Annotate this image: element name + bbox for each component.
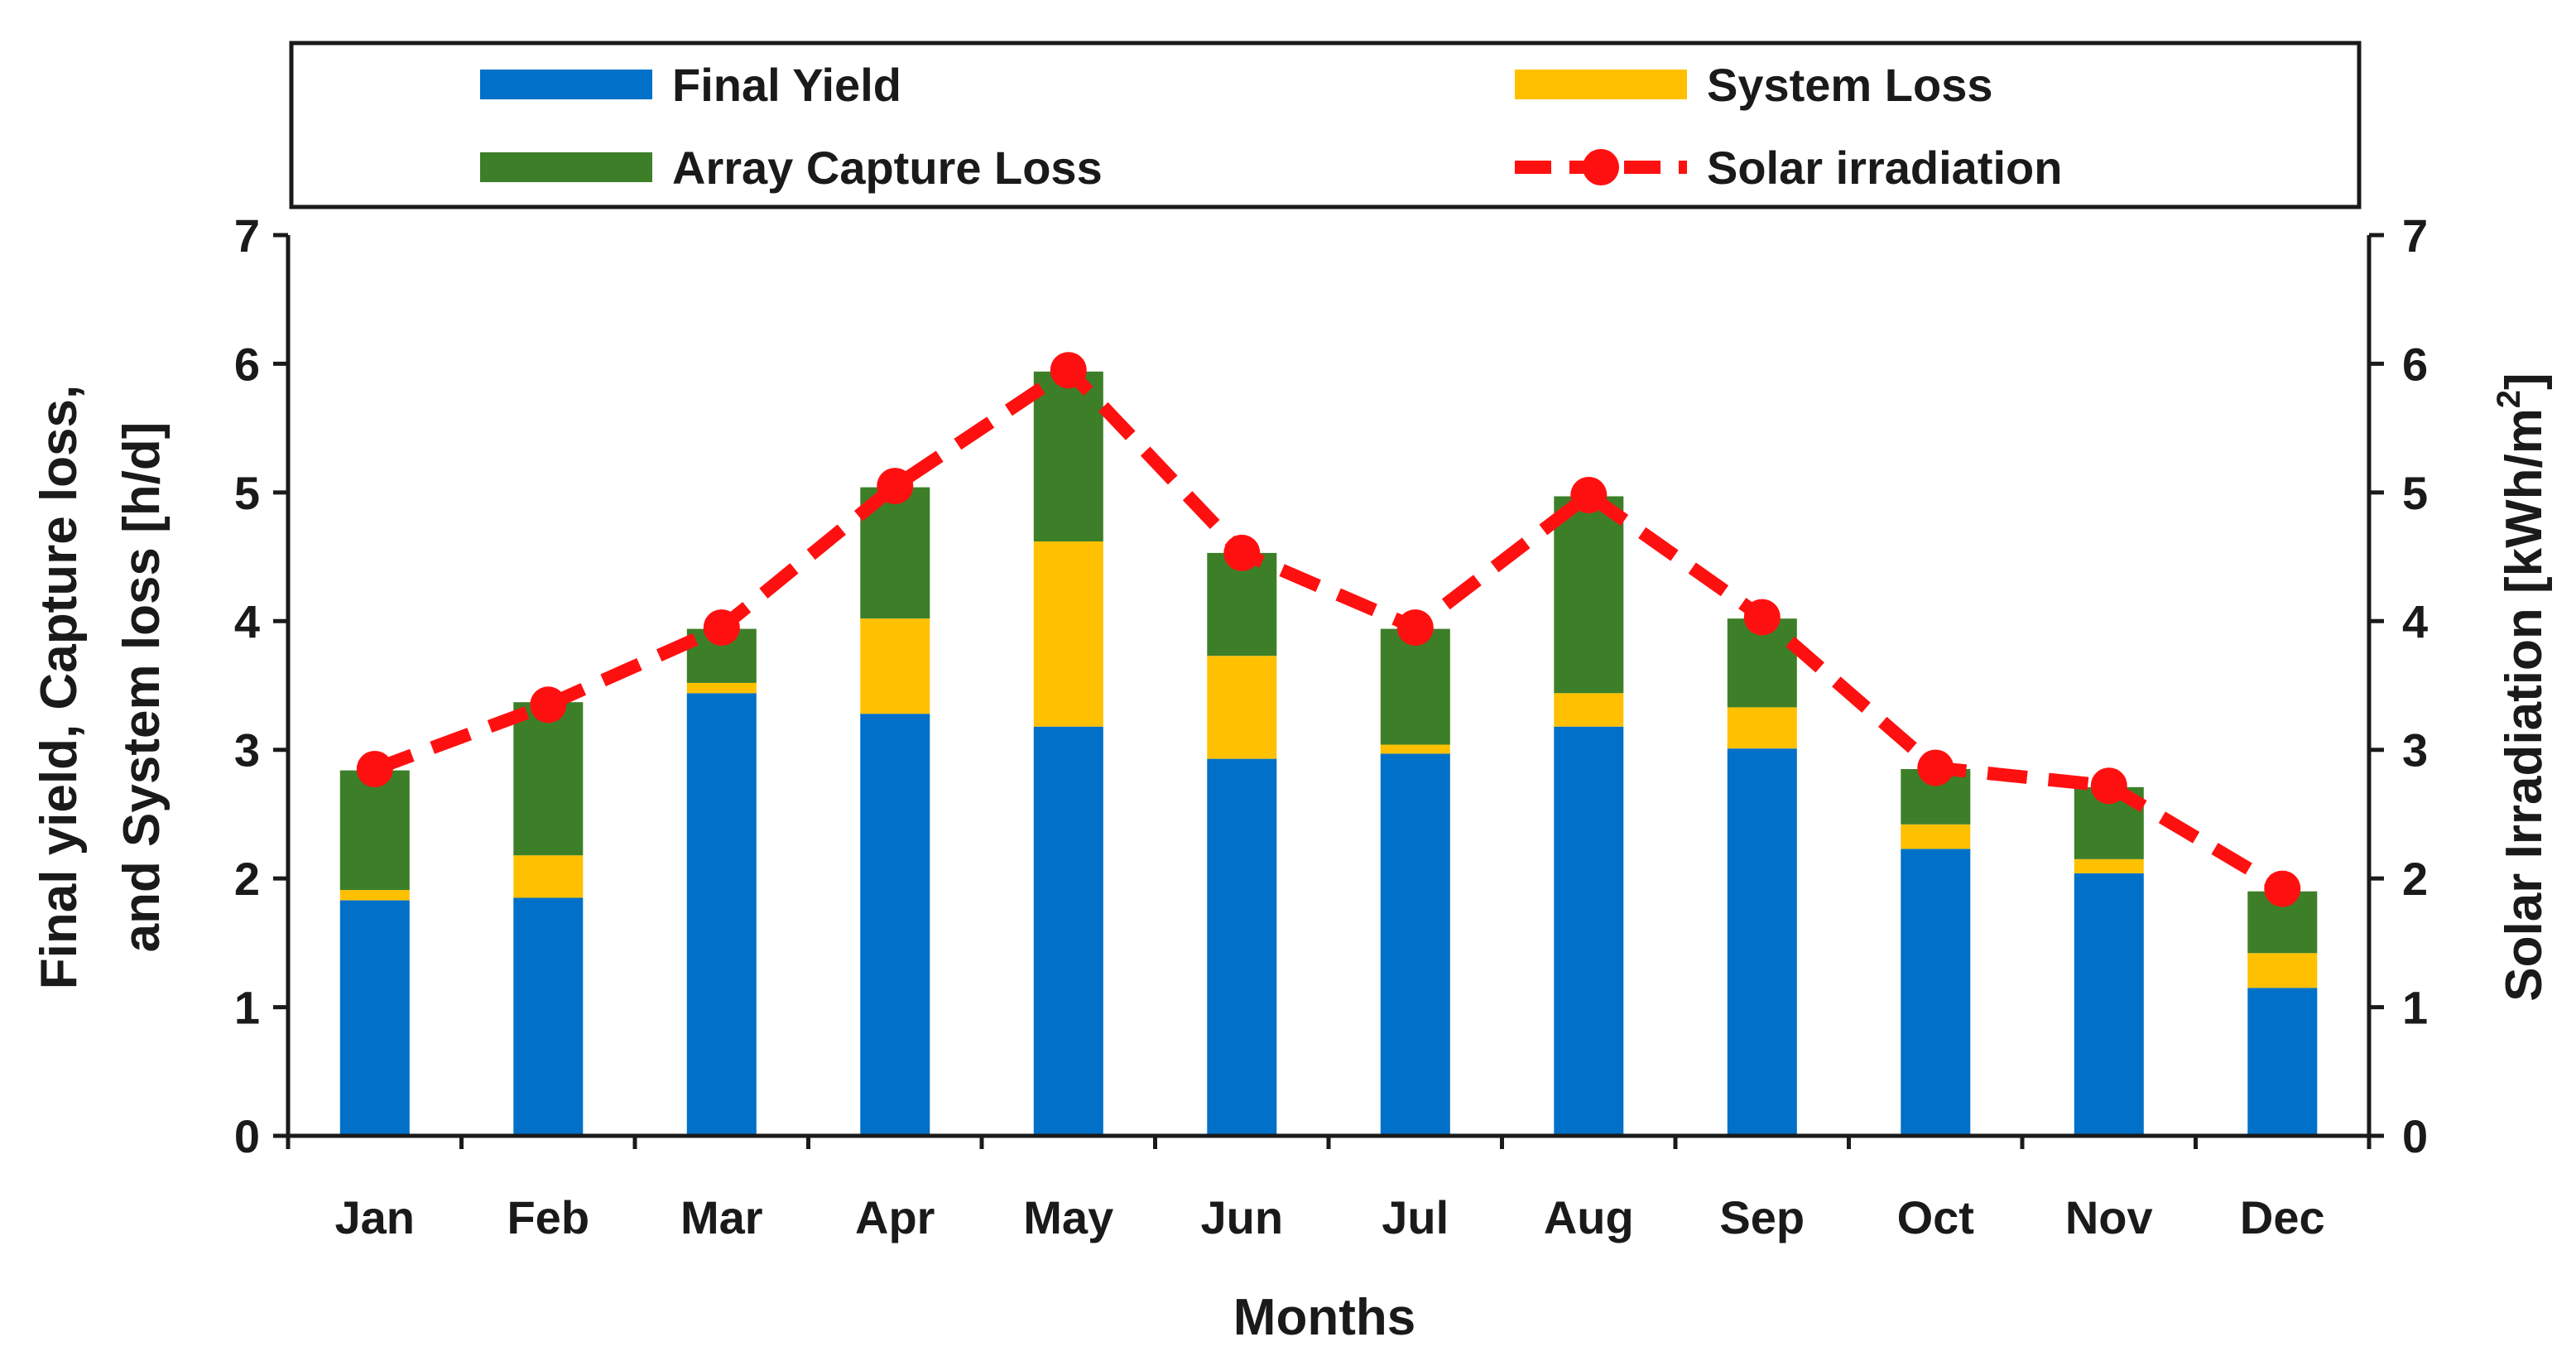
line-layer	[356, 352, 2301, 907]
y-tick-label-3: 3	[234, 724, 260, 777]
point-solar-irradiation-sep	[1743, 599, 1781, 636]
bar-system-loss-aug	[1554, 693, 1624, 727]
point-solar-irradiation-apr	[877, 468, 914, 505]
x-tick-label-mar: Mar	[680, 1191, 763, 1243]
y-tick-label-0: 0	[234, 1110, 260, 1162]
legend-swatch-system-loss	[1515, 70, 1687, 99]
bar-final-yield-dec	[2247, 988, 2318, 1136]
point-solar-irradiation-feb	[530, 686, 567, 724]
bar-array-capture-loss-aug	[1554, 496, 1624, 694]
y2-tick-label-5: 5	[2402, 467, 2428, 519]
legend-label-system-loss: System Loss	[1707, 59, 1993, 111]
line-solar-irradiation	[372, 363, 2286, 895]
bar-system-loss-oct	[1901, 824, 1971, 849]
y2-axis-title: Solar Irradiation [kWh/m2]	[2491, 373, 2553, 1001]
bar-final-yield-apr	[860, 714, 930, 1136]
point-solar-irradiation-dec	[2264, 870, 2301, 907]
bar-final-yield-aug	[1554, 726, 1624, 1136]
point-solar-irradiation-mar	[703, 609, 740, 647]
x-axis-title: Months	[1233, 1289, 1415, 1346]
x-tick-label-feb: Feb	[507, 1191, 589, 1243]
x-tick-label-jun: Jun	[1200, 1191, 1283, 1243]
legend-label-solar-irradiation: Solar irradiation	[1707, 142, 2062, 194]
y2-tick-label-1: 1	[2402, 982, 2428, 1034]
legend-label-array-capture-loss: Array Capture Loss	[672, 142, 1103, 194]
y2-tick-label-0: 0	[2402, 1110, 2428, 1162]
x-tick-label-aug: Aug	[1544, 1191, 1634, 1243]
x-tick-label-may: May	[1023, 1191, 1113, 1243]
bar-system-loss-sep	[1727, 707, 1797, 749]
x-tick-label-apr: Apr	[855, 1191, 935, 1243]
y-tick-label-2: 2	[234, 853, 260, 905]
y-axis-title-line-2: and System loss [h/d]	[113, 422, 171, 953]
ticks-layer: 0 0 1 1 2 2 3 3 4 4 5 5 6 6 7 7 Jan Feb Mar Apr May Jun Jul Aug…	[234, 209, 2428, 1243]
bar-system-loss-may	[1033, 541, 1103, 727]
bar-array-capture-loss-feb	[513, 702, 584, 856]
bar-array-capture-loss-jan	[339, 770, 410, 891]
x-tick-label-jul: Jul	[1382, 1191, 1449, 1243]
bar-system-loss-nov	[2074, 858, 2144, 873]
legend-swatch-array-capture-loss	[480, 152, 652, 182]
y-tick-label-5: 5	[234, 467, 260, 519]
y2-axis-title-close: ]	[2496, 373, 2553, 390]
bar-array-capture-loss-may	[1033, 371, 1103, 541]
legend-swatch-final-yield	[480, 70, 652, 99]
bar-array-capture-loss-jul	[1380, 628, 1450, 745]
y-tick-label-6: 6	[234, 338, 260, 390]
x-tick-label-dec: Dec	[2240, 1191, 2325, 1243]
bar-final-yield-jul	[1380, 753, 1450, 1136]
y2-tick-label-2: 2	[2402, 853, 2428, 905]
bar-final-yield-mar	[686, 693, 757, 1136]
bars-layer	[339, 371, 2318, 1136]
point-solar-irradiation-jul	[1396, 609, 1434, 647]
y2-tick-label-6: 6	[2402, 338, 2428, 390]
bar-final-yield-may	[1033, 726, 1103, 1136]
bar-final-yield-oct	[1901, 849, 1971, 1136]
y2-tick-label-3: 3	[2402, 724, 2428, 777]
point-solar-irradiation-nov	[2090, 767, 2127, 805]
legend: Final Yield System Loss Array Capture Lo…	[289, 41, 2362, 209]
bar-final-yield-jan	[339, 900, 410, 1136]
bar-system-loss-jul	[1380, 744, 1450, 754]
y-tick-label-4: 4	[234, 595, 260, 647]
y-axis-title-left: Final yield, Capture loss, and System lo…	[31, 385, 171, 989]
bar-system-loss-mar	[686, 682, 757, 694]
point-solar-irradiation-oct	[1917, 749, 1954, 786]
bar-system-loss-apr	[860, 618, 930, 714]
point-solar-irradiation-aug	[1570, 477, 1608, 513]
bar-system-loss-dec	[2247, 953, 2318, 988]
x-tick-label-sep: Sep	[1719, 1191, 1805, 1243]
y2-axis-title-sup: 2	[2491, 390, 2527, 408]
bar-final-yield-jun	[1207, 758, 1277, 1136]
legend-swatch-solar-marker	[1583, 149, 1619, 185]
y-axis-title-line-1: Final yield, Capture loss,	[31, 385, 88, 989]
bar-final-yield-feb	[513, 897, 584, 1136]
point-solar-irradiation-may	[1050, 352, 1087, 389]
y-tick-label-7: 7	[234, 209, 260, 262]
y2-tick-label-4: 4	[2402, 595, 2428, 647]
y-tick-label-1: 1	[234, 982, 260, 1034]
bar-system-loss-feb	[513, 855, 584, 898]
point-solar-irradiation-jan	[356, 751, 393, 787]
x-tick-label-jan: Jan	[335, 1191, 416, 1243]
point-solar-irradiation-jun	[1223, 534, 1261, 571]
x-tick-label-oct: Oct	[1897, 1191, 1974, 1243]
y2-axis-title-main: Solar Irradiation [kWh/m	[2496, 408, 2553, 1002]
bar-system-loss-jun	[1207, 656, 1277, 759]
legend-label-final-yield: Final Yield	[672, 59, 901, 111]
bar-system-loss-jan	[339, 890, 410, 901]
x-tick-label-nov: Nov	[2065, 1191, 2153, 1243]
y-axis-title-right: Solar Irradiation [kWh/m2]	[2491, 373, 2553, 1001]
y2-tick-label-7: 7	[2402, 209, 2428, 262]
bar-final-yield-nov	[2074, 873, 2144, 1136]
bar-final-yield-sep	[1727, 748, 1797, 1136]
